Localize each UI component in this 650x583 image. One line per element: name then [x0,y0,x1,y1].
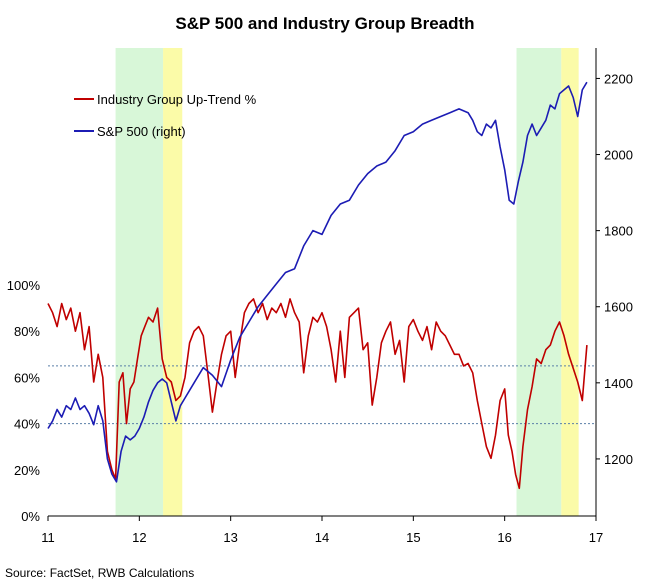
x-tick-label: 13 [223,530,237,545]
y-right-tick-label: 1800 [604,224,633,239]
y-left-tick-label: 60% [14,370,40,385]
y-right-tick-label: 1600 [604,300,633,315]
y-left-tick-label: 20% [14,463,40,478]
series-lines [47,81,588,490]
x-tick-label: 17 [589,530,603,545]
y-left-tick-label: 0% [21,509,40,524]
reference-lines [48,365,596,425]
x-tick-label: 14 [315,530,329,545]
y-left-axis-ticks: 0% 20% 40% 60% 80% 100% [7,278,41,524]
source-note: Source: FactSet, RWB Calculations [5,566,194,580]
y-left-tick-label: 40% [14,417,40,432]
shaded-region-1 [163,48,183,516]
x-tick-label: 16 [497,530,511,545]
shaded-region-0 [115,48,164,516]
y-right-axis-ticks: 1200 1400 1600 1800 2000 2200 [596,71,633,467]
chart-title: S&P 500 and Industry Group Breadth [175,14,474,33]
y-left-tick-label: 80% [14,324,40,339]
y-right-tick-label: 2000 [604,148,633,163]
y-right-tick-label: 2200 [604,71,633,86]
legend: Industry Group Up-Trend % S&P 500 (right… [74,92,257,139]
legend-label-sp500: S&P 500 (right) [97,124,186,139]
x-tick-label: 15 [406,530,420,545]
x-tick-label: 11 [41,530,55,545]
shaded-regions [115,48,579,516]
y-right-tick-label: 1200 [604,452,633,467]
x-tick-label: 12 [132,530,146,545]
x-axis-ticks: 11 12 13 14 15 16 17 [41,516,603,545]
series-line-0 [47,298,588,490]
legend-label-industry: Industry Group Up-Trend % [97,92,257,107]
shaded-region-3 [561,48,579,516]
y-left-tick-label: 100% [7,278,41,293]
y-right-tick-label: 1400 [604,376,633,391]
series-line-1 [47,81,588,483]
